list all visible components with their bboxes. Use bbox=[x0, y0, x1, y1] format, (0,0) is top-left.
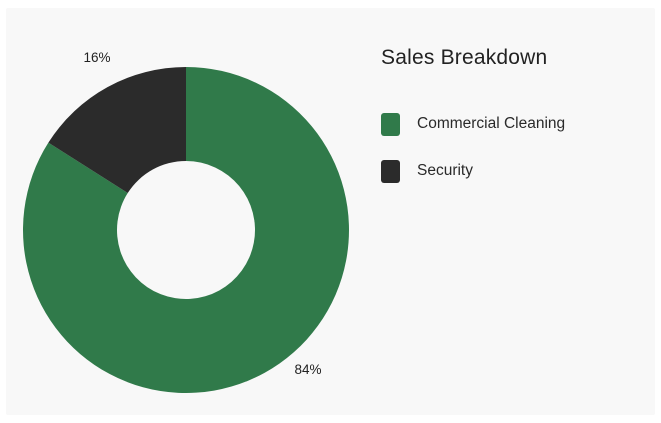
legend-label-commercial-cleaning: Commercial Cleaning bbox=[417, 115, 566, 132]
slice-label-commercial-cleaning: 84% bbox=[294, 362, 321, 377]
legend-item-security[interactable]: Security bbox=[381, 158, 473, 184]
legend-swatch-commercial-cleaning bbox=[381, 112, 400, 136]
donut-slices bbox=[22, 67, 349, 393]
chart-title: Sales Breakdown bbox=[381, 46, 548, 69]
legend-item-commercial-cleaning[interactable]: Commercial Cleaning bbox=[381, 111, 565, 137]
legend-label-security: Security bbox=[417, 162, 473, 179]
slice-label-security: 16% bbox=[83, 50, 110, 65]
slice-commercial-cleaning[interactable] bbox=[22, 67, 349, 393]
legend-swatch-security bbox=[381, 159, 400, 183]
slice-security[interactable] bbox=[48, 67, 187, 194]
slice-labels: 84% 16% bbox=[83, 50, 321, 377]
